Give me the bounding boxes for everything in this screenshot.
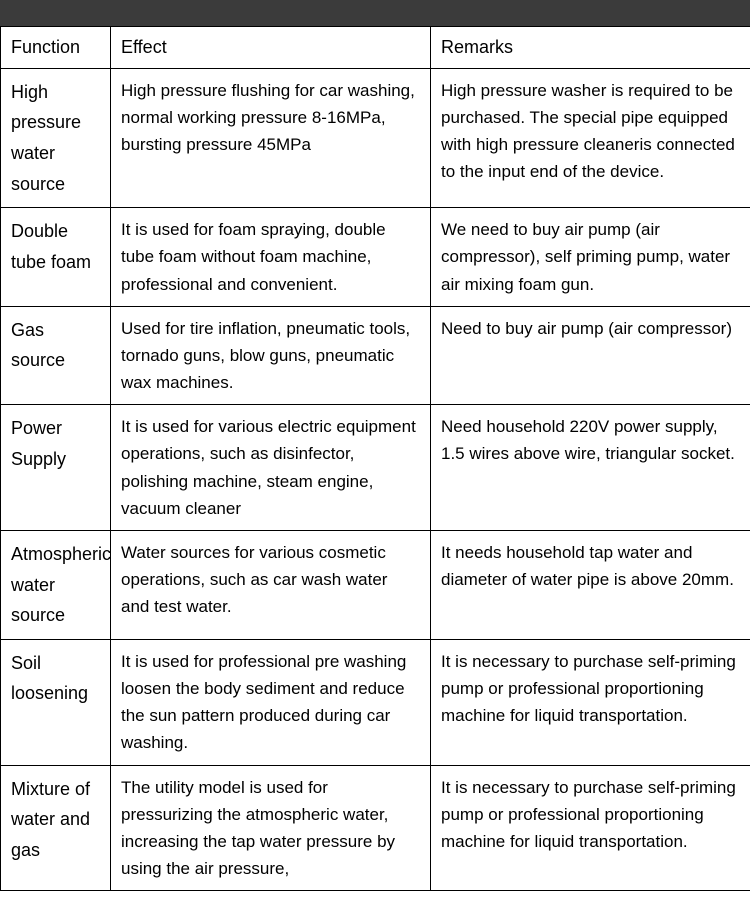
top-bar <box>0 0 750 26</box>
table-row: Double tube foamIt is used for foam spra… <box>1 208 750 307</box>
table-row: Power SupplyIt is used for various elect… <box>1 405 750 531</box>
table-row: High pressure water sourceHigh pressure … <box>1 68 750 207</box>
cell-remarks: It is necessary to purchase self-priming… <box>431 639 750 765</box>
cell-function: Atmospheric water source <box>1 531 111 640</box>
cell-effect: It is used for various electric equipmen… <box>111 405 431 531</box>
table-row: Soil looseningIt is used for professiona… <box>1 639 750 765</box>
cell-function: Gas source <box>1 306 111 405</box>
cell-effect: It is used for foam spraying, double tub… <box>111 208 431 307</box>
cell-function: Power Supply <box>1 405 111 531</box>
col-header-effect: Effect <box>111 27 431 69</box>
cell-effect: It is used for professional pre washing … <box>111 639 431 765</box>
cell-effect: Used for tire inflation, pneumatic tools… <box>111 306 431 405</box>
cell-effect: The utility model is used for pressurizi… <box>111 765 431 891</box>
cell-effect: Water sources for various cosmetic opera… <box>111 531 431 640</box>
cell-function: Soil loosening <box>1 639 111 765</box>
spec-table: Function Effect Remarks High pressure wa… <box>0 26 750 891</box>
cell-remarks: Need to buy air pump (air compressor) <box>431 306 750 405</box>
table-body: High pressure water sourceHigh pressure … <box>1 68 750 891</box>
table-header-row: Function Effect Remarks <box>1 27 750 69</box>
cell-function: Double tube foam <box>1 208 111 307</box>
table-row: Mixture of water and gasThe utility mode… <box>1 765 750 891</box>
col-header-remarks: Remarks <box>431 27 750 69</box>
cell-effect: High pressure flushing for car washing, … <box>111 68 431 207</box>
cell-remarks: Need household 220V power supply, 1.5 wi… <box>431 405 750 531</box>
cell-remarks: It is necessary to purchase self-priming… <box>431 765 750 891</box>
cell-function: High pressure water source <box>1 68 111 207</box>
table-row: Atmospheric water sourceWater sources fo… <box>1 531 750 640</box>
cell-remarks: It needs household tap water and diamete… <box>431 531 750 640</box>
cell-remarks: High pressure washer is required to be p… <box>431 68 750 207</box>
cell-remarks: We need to buy air pump (air compressor)… <box>431 208 750 307</box>
cell-function: Mixture of water and gas <box>1 765 111 891</box>
col-header-function: Function <box>1 27 111 69</box>
table-row: Gas sourceUsed for tire inflation, pneum… <box>1 306 750 405</box>
